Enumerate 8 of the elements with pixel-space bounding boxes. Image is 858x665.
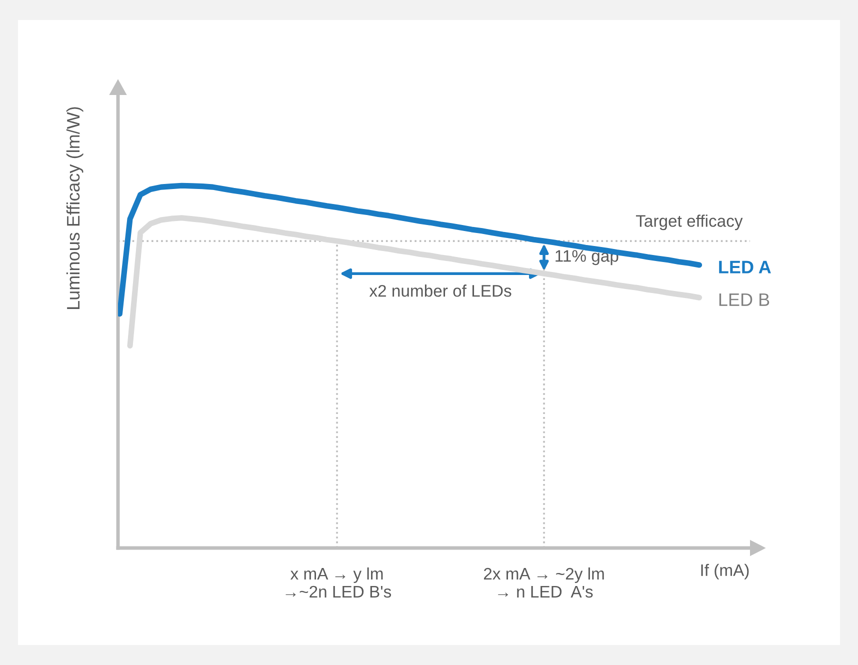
y-axis-title: Luminous Efficacy (lm/W) — [66, 107, 84, 309]
x-axis-title: If (mA) — [701, 564, 749, 580]
series-label: LED A — [719, 260, 771, 274]
x-tick-label: x mA → y lm →~2n LED B's — [286, 567, 392, 598]
annotation: x2 number of LEDs — [369, 284, 512, 297]
series-label: LED B — [719, 293, 770, 306]
x-tick-label: 2x mA → ~2y lm → n LED A's — [484, 567, 604, 598]
ref-line-label: Target efficacy — [636, 214, 743, 230]
